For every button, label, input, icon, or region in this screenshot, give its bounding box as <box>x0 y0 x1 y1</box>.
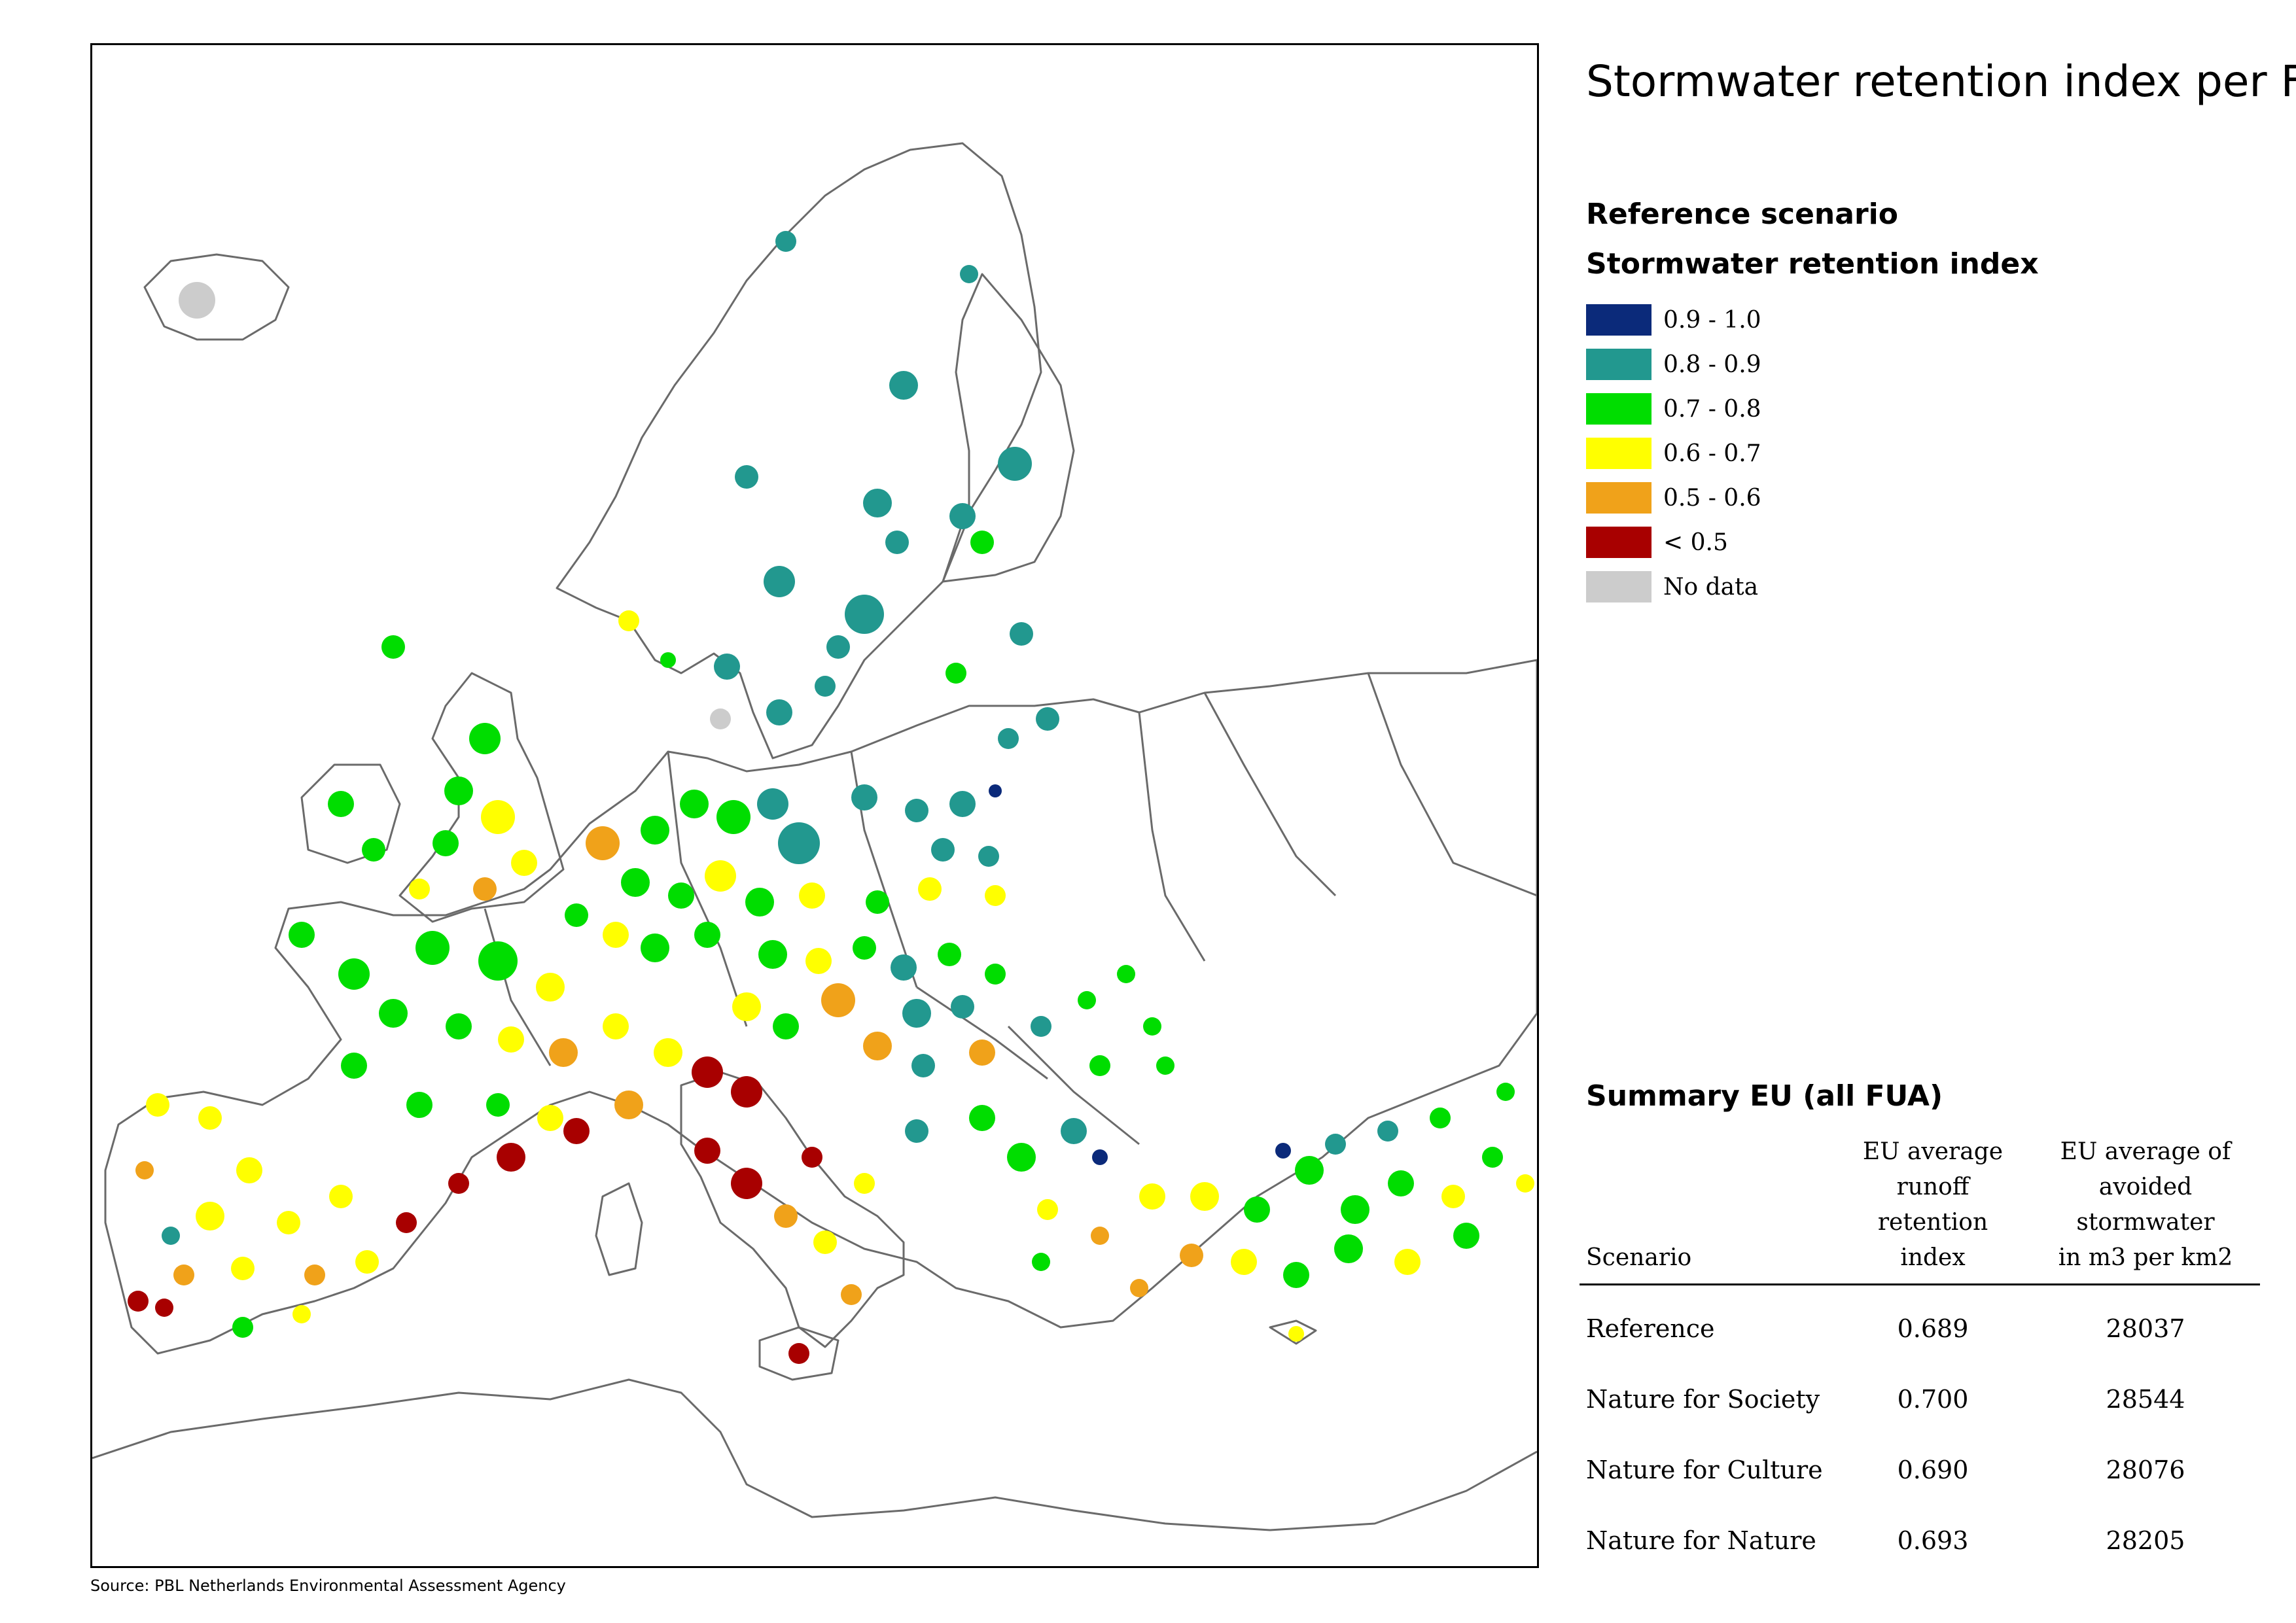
scenario-heading: Reference scenario <box>1586 198 1898 231</box>
table-row: Reference 0.689 28037 <box>1580 1285 2260 1356</box>
source-note: Source: PBL Netherlands Environmental As… <box>90 1577 566 1595</box>
legend-swatch <box>1586 349 1651 380</box>
legend-label: 0.9 - 1.0 <box>1663 306 1761 334</box>
sardinia-outline <box>595 1182 643 1276</box>
cell-scenario: Nature for Nature <box>1586 1526 1816 1555</box>
cell-retention: 0.690 <box>1897 1456 1969 1484</box>
cyprus-outline <box>1269 1319 1317 1345</box>
table-row: Nature for Society 0.700 28544 <box>1580 1356 2260 1427</box>
header-retention-line: retention <box>1877 1209 1988 1236</box>
cell-retention: 0.700 <box>1897 1385 1969 1414</box>
cell-scenario: Reference <box>1586 1314 1715 1343</box>
header-avoided-line: in m3 per km2 <box>2058 1244 2233 1271</box>
border-lines <box>484 672 1537 1145</box>
legend-title: Stormwater retention index <box>1586 247 2039 281</box>
cell-retention: 0.693 <box>1897 1526 1969 1555</box>
legend-label: 0.5 - 0.6 <box>1663 484 1761 512</box>
mainland-outline <box>104 659 1537 1355</box>
legend-item: < 0.5 <box>1586 520 1979 565</box>
legend-label: No data <box>1663 573 1759 601</box>
header-avoided-line: EU average of <box>2060 1138 2231 1165</box>
legend-swatch <box>1586 527 1651 558</box>
legend: 0.9 - 1.0 0.8 - 0.9 0.7 - 0.8 0.6 - 0.7 … <box>1586 298 1979 609</box>
finland-outline <box>942 273 1075 583</box>
table-row: Nature for Culture 0.690 28076 <box>1580 1427 2260 1497</box>
europe-map <box>92 142 1537 1531</box>
italy-outline <box>680 1071 905 1348</box>
legend-item: 0.7 - 0.8 <box>1586 387 1979 431</box>
map-frame <box>90 43 1539 1568</box>
legend-swatch <box>1586 304 1651 336</box>
fua-central-europe <box>565 784 1174 1077</box>
fua-british-isles <box>328 635 537 901</box>
table-row: Nature for Nature 0.693 28205 <box>1580 1497 2260 1568</box>
cell-avoided: 28205 <box>2106 1526 2185 1555</box>
legend-item: 0.5 - 0.6 <box>1586 476 1979 520</box>
legend-label: 0.7 - 0.8 <box>1663 395 1761 423</box>
header-avoided-line: avoided stormwater <box>2076 1174 2215 1236</box>
header-retention-line: runoff <box>1896 1174 1969 1200</box>
sicily-outline <box>758 1326 839 1381</box>
cell-avoided: 28076 <box>2106 1456 2185 1484</box>
cell-retention: 0.689 <box>1897 1314 1969 1343</box>
fua-france-iberia <box>128 922 762 1338</box>
header-retention-line: index <box>1900 1244 1966 1271</box>
summary-table-header: Scenario EU average runoff retention ind… <box>1580 1138 2260 1285</box>
legend-swatch <box>1586 438 1651 469</box>
cell-avoided: 28037 <box>2106 1314 2185 1343</box>
header-retention-line: EU average <box>1862 1138 2004 1165</box>
cell-avoided: 28544 <box>2106 1385 2185 1414</box>
legend-item: 0.9 - 1.0 <box>1586 298 1979 342</box>
iceland-outline <box>143 253 290 341</box>
legend-swatch <box>1586 482 1651 514</box>
legend-swatch <box>1586 393 1651 425</box>
legend-label: 0.6 - 0.7 <box>1663 440 1761 467</box>
fua-italy-balkans-turkey <box>694 1083 1534 1364</box>
legend-item: 0.8 - 0.9 <box>1586 342 1979 387</box>
legend-label: 0.8 - 0.9 <box>1663 351 1761 378</box>
north-africa-outline <box>92 1378 1537 1531</box>
cell-scenario: Nature for Culture <box>1586 1456 1823 1484</box>
legend-label: < 0.5 <box>1663 529 1728 556</box>
legend-item: No data <box>1586 565 1979 609</box>
header-avoided: EU average of avoided stormwater in m3 p… <box>2031 1134 2260 1276</box>
header-scenario: Scenario <box>1586 1244 1692 1271</box>
ireland-outline <box>300 763 401 864</box>
header-retention: EU average runoff retention index <box>1848 1134 2018 1276</box>
legend-item: 0.6 - 0.7 <box>1586 431 1979 476</box>
cell-scenario: Nature for Society <box>1586 1385 1820 1414</box>
map-title: Stormwater retention index per FUA <box>1586 56 2296 107</box>
legend-swatch <box>1586 571 1651 602</box>
fua-scandinavia <box>179 231 1059 749</box>
summary-title: Summary EU (all FUA) <box>1586 1079 1943 1113</box>
summary-table: Scenario EU average runoff retention ind… <box>1580 1138 2260 1568</box>
